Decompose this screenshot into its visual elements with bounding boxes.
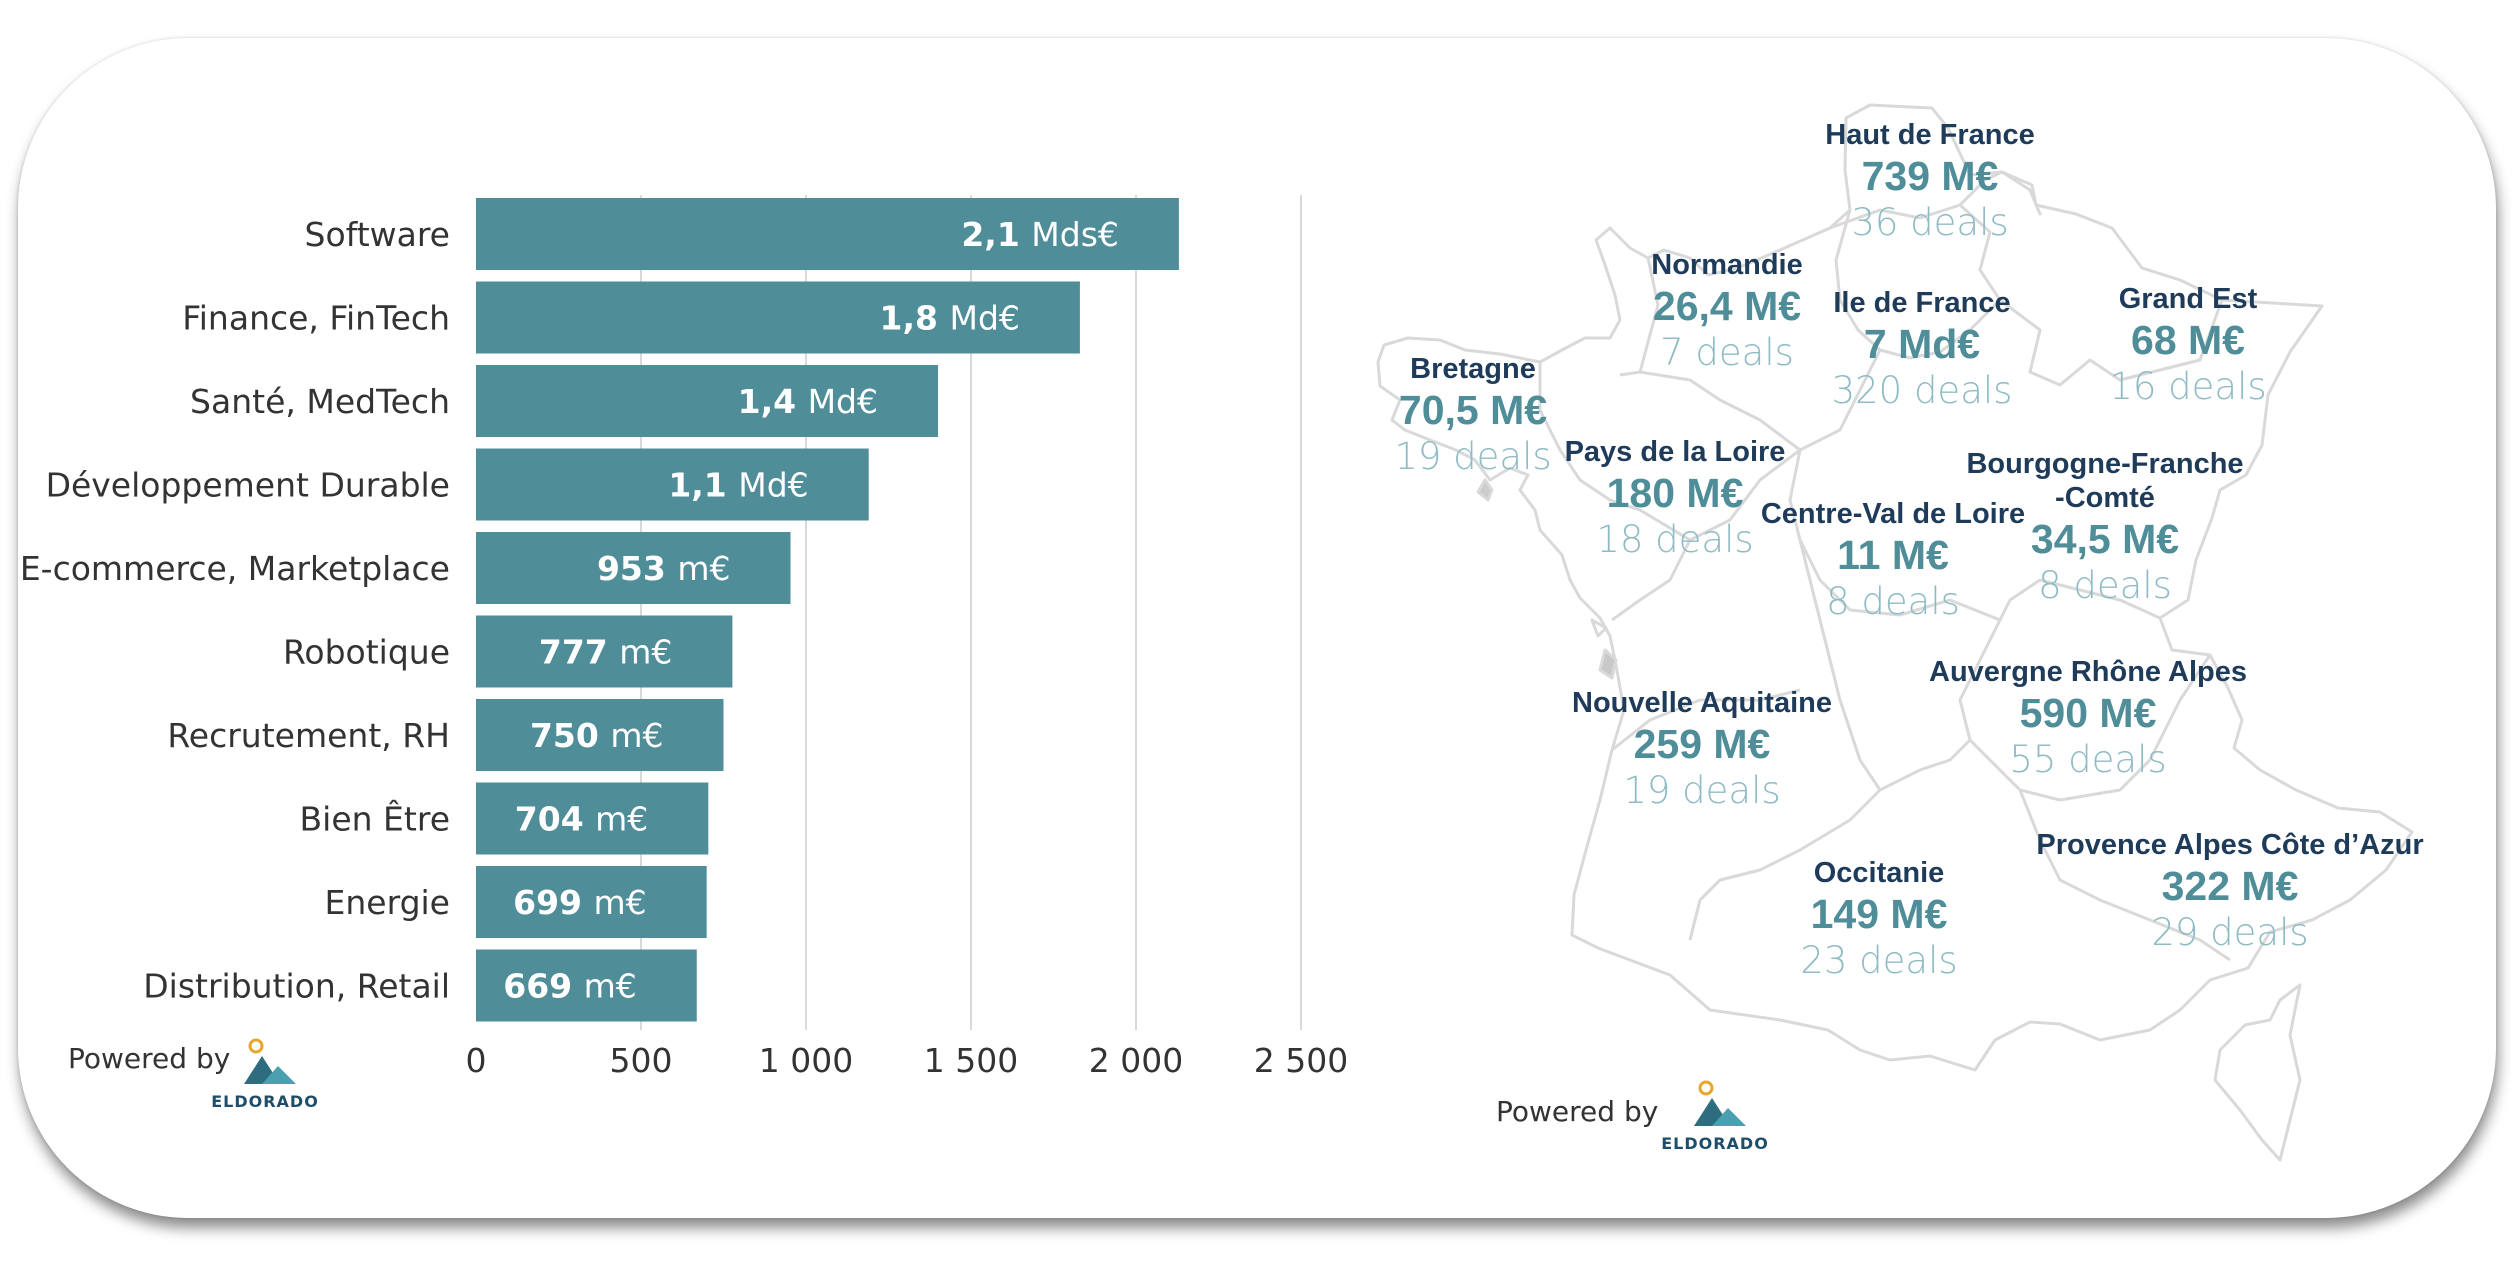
category-label: Software — [305, 215, 450, 254]
x-tick-label: 0 — [466, 1041, 487, 1080]
bar-value-label: 777 m€ — [539, 633, 673, 672]
logo-text: ELDORADO — [1661, 1134, 1769, 1153]
eldorado-logo-right: ELDORADO — [1660, 1078, 1770, 1158]
bar — [476, 365, 938, 437]
category-label: E-commerce, Marketplace — [20, 549, 450, 588]
region-name: Grand Est — [2118, 283, 2258, 315]
bar-value-label: 704 m€ — [515, 800, 649, 839]
mountain-icon — [1694, 1080, 1746, 1126]
bar — [476, 866, 707, 938]
card-background — [18, 38, 2496, 1218]
france-outline — [1376, 103, 2414, 1072]
x-tick-label: 2 500 — [1254, 1041, 1348, 1080]
region-deals: 320 deals — [1831, 369, 2013, 412]
region-name: Bretagne — [1410, 353, 1536, 385]
category-label: Robotique — [283, 633, 450, 672]
category-label: Développement Durable — [46, 466, 450, 505]
mountain-icon — [244, 1038, 296, 1084]
region-amount: 322 M€ — [2161, 863, 2299, 909]
region-occitanie: Occitanie 149 M€ 23 deals — [1800, 856, 1957, 984]
region-name: Pays de la Loire — [1564, 436, 1786, 468]
region-deals: 29 deals — [2151, 911, 2309, 954]
region-deals: 19 deals — [1623, 769, 1781, 812]
corsica-outline — [2213, 983, 2302, 1162]
region-ile-de-france: Ile de France 7 Md€ 320 deals — [1832, 286, 2013, 414]
category-label: Bien Être — [300, 799, 450, 839]
x-tick-label: 1 500 — [924, 1041, 1018, 1080]
powered-by-right: Powered by — [1496, 1095, 1659, 1128]
bar-value-label: 750 m€ — [530, 716, 664, 755]
region-amount: 739 M€ — [1861, 153, 1999, 199]
bar — [476, 949, 697, 1022]
region-grand-est: Grand Est 68 M€ 16 deals — [2109, 282, 2266, 410]
region-amount: 26,4 M€ — [1652, 283, 1802, 329]
bar-value-label: 1,4 Md€ — [738, 382, 878, 421]
x-tick-label: 2 000 — [1089, 1041, 1183, 1080]
chart-labels: 0 500 1 000 1 500 2 000 2 500 Software 2,1 Mds€… — [20, 215, 1348, 1080]
bar — [476, 448, 869, 521]
region-bretagne: Bretagne 70,5 M€ 19 deals — [1394, 352, 1551, 480]
bar — [476, 198, 1179, 270]
region-name: Ile de France — [1833, 287, 2011, 319]
region-name: Centre-Val de Loire — [1760, 498, 2026, 530]
region-amount: 590 M€ — [2019, 690, 2157, 736]
region-name: Normandie — [1651, 249, 1803, 281]
region-haut-de-france: Haut de France 739 M€ 36 deals — [1825, 118, 2035, 246]
bar-value-label: 2,1 Mds€ — [961, 215, 1119, 254]
region-amount: 34,5 M€ — [2030, 516, 2180, 562]
bar-value-label: 953 m€ — [597, 549, 731, 588]
region-deals: 7 deals — [1660, 331, 1794, 374]
region-deals: 8 deals — [1826, 580, 1960, 623]
bar-value-label: 1,8 Md€ — [880, 299, 1020, 338]
region-pays-de-la-loire: Pays de la Loire 180 M€ 18 deals — [1565, 435, 1786, 563]
eldorado-logo-left: ELDORADO — [210, 1036, 320, 1116]
region-deals: 16 deals — [2109, 365, 2267, 408]
bar-value-label: 1,1 Md€ — [668, 466, 808, 505]
region-nouvelle-aquitaine: Nouvelle Aquitaine 259 M€ 19 deals — [1572, 686, 1832, 814]
region-name: Occitanie — [1813, 857, 1945, 889]
category-label: Santé, MedTech — [190, 382, 450, 421]
region-deals: 8 deals — [2038, 564, 2172, 607]
region-amount: 180 M€ — [1606, 470, 1744, 516]
logo-text: ELDORADO — [211, 1092, 319, 1111]
region-deals: 19 deals — [1394, 435, 1552, 478]
bar-value-label: 699 m€ — [513, 883, 647, 922]
bar — [476, 615, 733, 688]
region-auvergne-rhone-alpes: Auvergne Rhône Alpes 590 M€ 55 deals — [1929, 655, 2247, 783]
region-deals: 36 deals — [1851, 201, 2009, 244]
region-amount: 259 M€ — [1633, 721, 1771, 767]
x-tick-label: 500 — [610, 1041, 673, 1080]
region-deals: 18 deals — [1596, 518, 1754, 561]
category-label: Distribution, Retail — [143, 967, 450, 1006]
powered-by-left: Powered by — [68, 1042, 231, 1075]
region-amount: 149 M€ — [1810, 891, 1948, 937]
region-name: Bourgogne-Franche -Comté — [1966, 448, 2244, 514]
region-amount: 11 M€ — [1837, 532, 1949, 578]
region-amount: 70,5 M€ — [1398, 387, 1548, 433]
bar-value-label: 669 m€ — [503, 967, 637, 1006]
bar — [476, 281, 1080, 354]
category-label: Recrutement, RH — [167, 716, 450, 755]
region-amount: 7 Md€ — [1863, 321, 1981, 367]
region-name: Haut de France — [1825, 119, 2035, 151]
region-name: Auvergne Rhône Alpes — [1929, 656, 2247, 688]
region-amount: 68 M€ — [2131, 317, 2245, 363]
region-normandie: Normandie 26,4 M€ 7 deals — [1651, 248, 1802, 376]
bar — [476, 782, 709, 855]
bar — [476, 699, 724, 771]
x-tick-label: 1 000 — [759, 1041, 853, 1080]
chart-bars — [476, 198, 1179, 1022]
region-deals: 55 deals — [2009, 738, 2167, 781]
region-deals: 23 deals — [1800, 939, 1958, 982]
region-name: Provence Alpes Côte d’Azur — [2036, 829, 2424, 861]
france-map — [1376, 103, 2414, 1162]
region-provence-alpes-cote-dazur: Provence Alpes Côte d’Azur 322 M€ 29 dea… — [2036, 828, 2423, 956]
bar — [476, 532, 791, 604]
region-centre-val-de-loire: Centre-Val de Loire 11 M€ 8 deals — [1761, 497, 2025, 625]
category-label: Finance, FinTech — [182, 299, 450, 338]
region-name: Nouvelle Aquitaine — [1572, 687, 1832, 719]
category-label: Energie — [325, 883, 450, 922]
region-bourgogne-franche-comte: Bourgogne-Franche -Comté 34,5 M€ 8 deals — [1966, 447, 2243, 609]
